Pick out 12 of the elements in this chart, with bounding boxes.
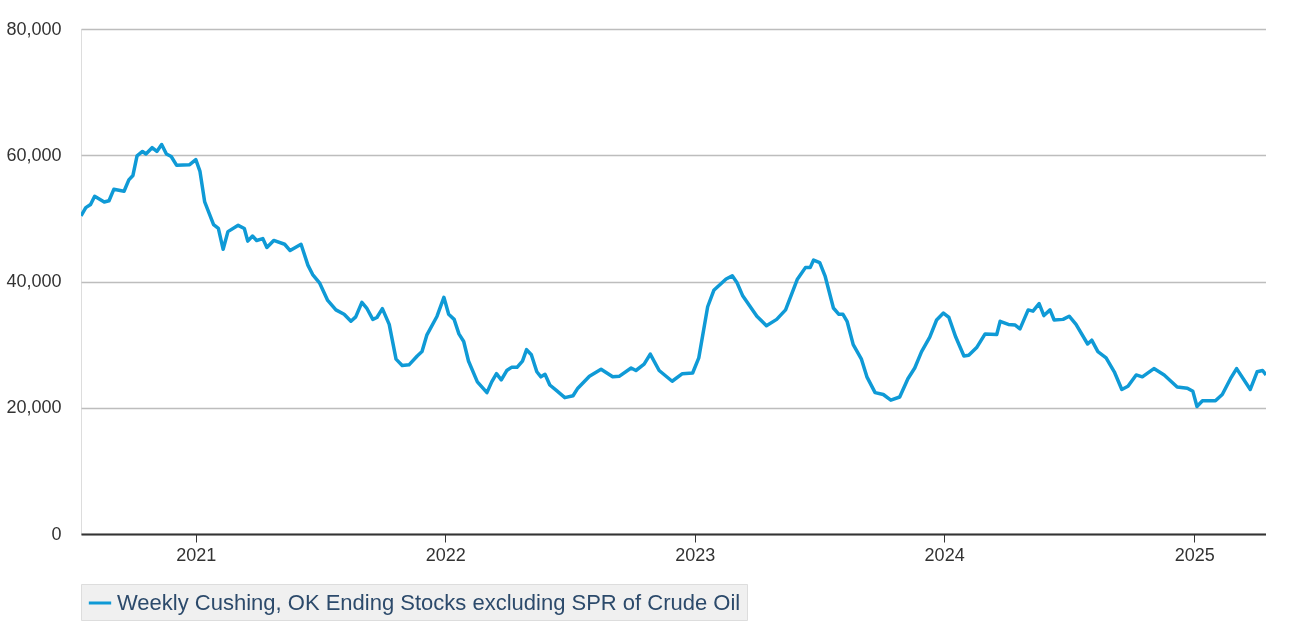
x-tick-label: 2025: [1174, 544, 1215, 565]
x-tick-label: 2023: [675, 544, 716, 565]
y-tick-label: 20,000: [6, 397, 62, 418]
y-tick-label: 60,000: [6, 144, 62, 165]
y-tick-label: 0: [51, 523, 62, 544]
y-tick-label: 40,000: [6, 271, 62, 291]
x-tick-label: 2022: [425, 544, 466, 565]
line-series: [81, 142, 1266, 409]
y-tick-label: 80,000: [6, 18, 62, 39]
x-tick-label: 2024: [924, 544, 965, 565]
x-tick-label: 2021: [176, 544, 217, 565]
legend-label: Weekly Cushing, OK Ending Stocks excluding SPR of Crude Oil: [117, 590, 741, 615]
